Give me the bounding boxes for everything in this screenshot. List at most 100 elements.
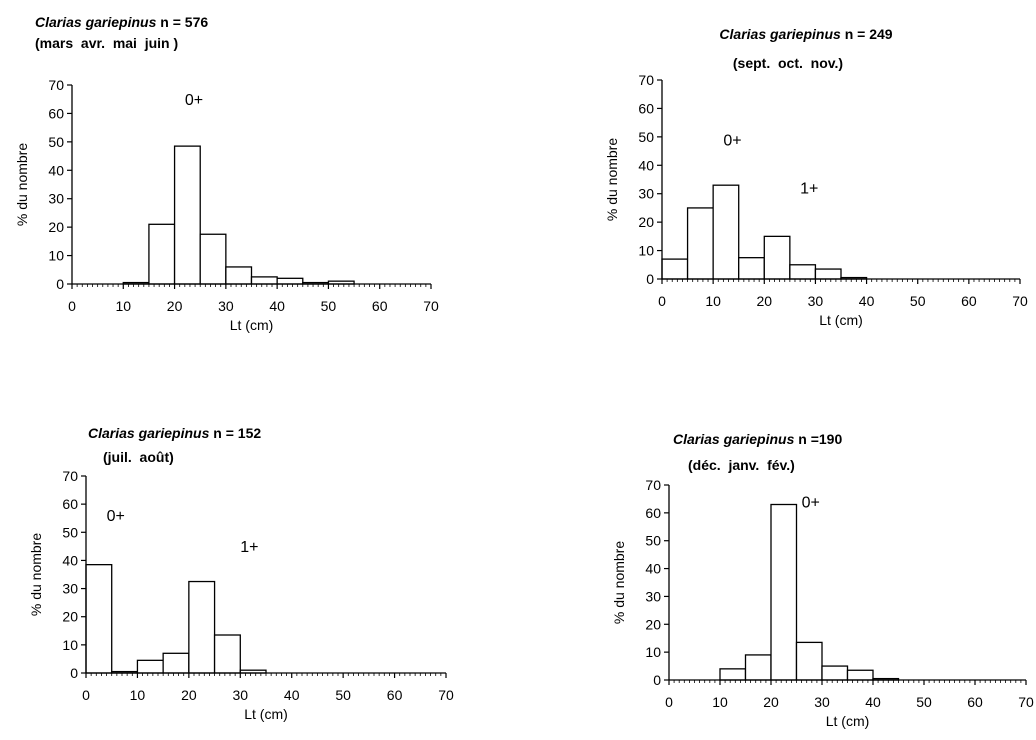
y-tick-label: 0 [70,665,78,681]
bar-15-20 [162,652,190,674]
x-tick-label: 60 [372,298,388,314]
chart-subtitle: (sept. oct. nov.) [733,55,843,71]
x-tick-label: 10 [712,694,728,710]
age-group-label: 0+ [107,508,125,525]
title-species: Clarias gariepinus [719,26,841,42]
y-tick-label: 60 [638,100,654,116]
x-tick-label: 20 [181,687,197,703]
x-tick-label: 0 [68,298,76,314]
chart-subtitle: (mars avr. mai juin ) [35,35,178,51]
y-tick-label: 10 [638,243,654,259]
y-axis-label: % du nombre [604,138,620,221]
x-tick-label: 50 [335,687,351,703]
x-tick-label: 70 [1012,293,1028,309]
x-tick-label: 60 [967,694,983,710]
bar-40-45 [276,277,304,285]
y-tick-label: 70 [645,477,661,493]
bar-20-25 [763,235,791,280]
y-tick-label: 50 [645,533,661,549]
age-group-label: 0+ [185,92,203,109]
bar-30-35 [814,268,842,280]
x-tick-label: 40 [284,687,300,703]
x-tick-label: 0 [82,687,90,703]
x-tick-label: 0 [665,694,673,710]
x-tick-label: 60 [961,293,977,309]
chart-subtitle: (déc. janv. fév.) [688,457,795,473]
x-tick-label: 50 [910,293,926,309]
bar-5-10 [686,207,714,280]
title-species: Clarias gariepinus [35,14,157,30]
bar-0-5 [85,564,113,674]
bar-10-15 [136,659,164,674]
y-tick-label: 20 [48,219,64,235]
x-tick-label: 30 [808,293,824,309]
y-tick-label: 30 [645,588,661,604]
bar-30-35 [225,266,253,285]
y-tick-label: 70 [62,468,78,484]
bar-30-35 [821,665,849,681]
bar-20-25 [770,503,798,681]
histogram-panel-2: Clarias gariepinus n = 249(sept. oct. no… [604,26,1028,328]
chart-subtitle: (juil. août) [103,449,174,465]
x-tick-label: 20 [763,694,779,710]
y-tick-label: 10 [62,637,78,653]
y-tick-label: 50 [48,134,64,150]
y-tick-label: 50 [62,524,78,540]
y-tick-label: 60 [62,496,78,512]
y-tick-label: 40 [48,162,64,178]
bar-10-15 [719,668,747,681]
bar-15-20 [148,223,176,285]
bar-20-25 [173,145,201,285]
bar-15-20 [744,654,772,681]
x-axis-label: Lt (cm) [230,317,274,333]
age-group-label: 0+ [802,494,820,511]
y-tick-label: 0 [646,271,654,287]
bar-25-30 [795,641,823,681]
bar-35-40 [250,276,278,285]
x-tick-label: 10 [705,293,721,309]
x-tick-label: 30 [218,298,234,314]
x-tick-label: 40 [859,293,875,309]
y-tick-label: 0 [56,276,64,292]
age-group-label: 1+ [800,181,818,198]
x-tick-label: 30 [232,687,248,703]
y-axis-label: % du nombre [28,533,44,616]
histogram-panel-3: Clarias gariepinus n = 152 (juil. août) 0 1… [28,425,454,722]
age-group-label: 1+ [240,539,258,556]
histogram-panel-1: Clarias gariepinus n = 576 (mars avr. mai… [14,14,439,333]
y-tick-label: 60 [645,505,661,521]
y-tick-label: 30 [62,581,78,597]
x-tick-label: 70 [1018,694,1034,710]
title-species: Clarias gariepinus [88,425,210,441]
bar-25-30 [789,264,817,280]
age-group-label: 0+ [723,132,741,149]
y-tick-label: 10 [48,248,64,264]
x-tick-label: 50 [916,694,932,710]
title-count: n = 249 [845,26,893,42]
x-tick-label: 50 [321,298,337,314]
title-species: Clarias gariepinus [673,431,795,447]
bar-25-30 [199,233,227,285]
y-tick-label: 50 [638,129,654,145]
y-tick-label: 60 [48,105,64,121]
chart-title: Clarias gariepinus n =190 [673,431,842,447]
bar-20-25 [188,580,216,674]
x-axis-label: Lt (cm) [819,312,863,328]
x-tick-label: 40 [269,298,285,314]
x-axis-label: Lt (cm) [244,706,288,722]
x-tick-label: 0 [658,293,666,309]
chart-title: Clarias gariepinus n = 576 [35,14,208,30]
y-tick-label: 20 [645,616,661,632]
x-tick-label: 30 [814,694,830,710]
y-tick-label: 70 [48,77,64,93]
y-tick-label: 40 [645,561,661,577]
chart-title: Clarias gariepinus n = 249 [719,26,892,42]
bar-10-15 [712,184,740,280]
y-tick-label: 10 [645,644,661,660]
x-tick-label: 10 [115,298,131,314]
x-tick-label: 70 [438,687,454,703]
bar-25-30 [213,634,241,674]
title-count: n = 576 [160,14,208,30]
bar-0-5 [661,258,689,280]
